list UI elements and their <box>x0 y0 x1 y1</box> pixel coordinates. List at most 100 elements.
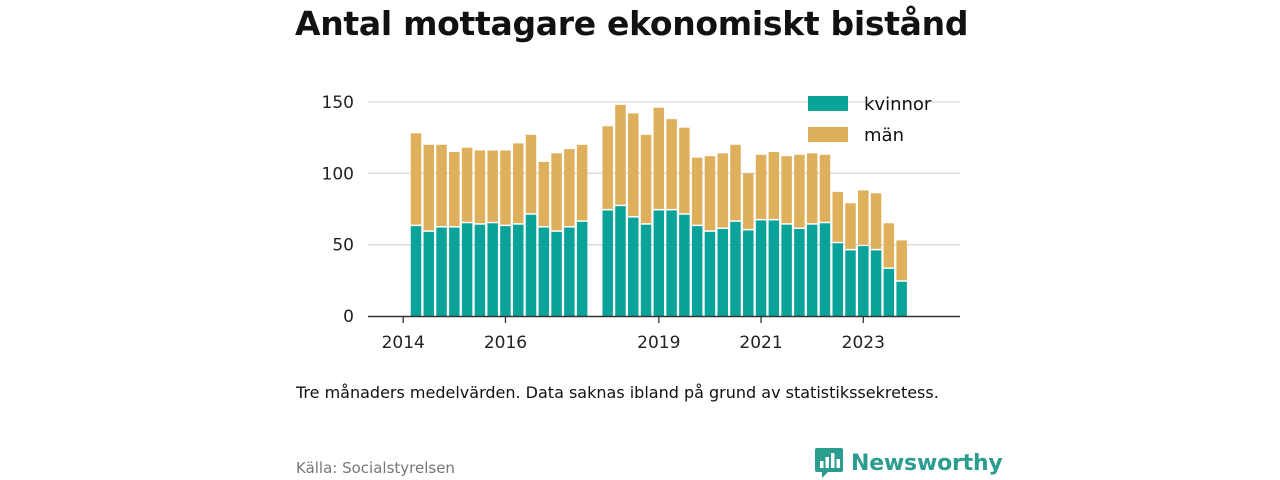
bar-kvinnor <box>717 228 728 316</box>
legend-swatch <box>808 127 848 142</box>
bar-kvinnor <box>615 206 626 316</box>
y-tick-label: 100 <box>322 164 354 184</box>
chart-note: Tre månaders medelvärden. Data saknas ib… <box>296 383 939 402</box>
bar-man <box>755 154 767 219</box>
bar-chart-speech-bubble-icon <box>815 448 843 478</box>
legend-label: kvinnor <box>864 94 932 115</box>
bar-man <box>653 107 665 209</box>
bar-kvinnor <box>845 250 856 316</box>
bar-man <box>449 151 460 227</box>
bar-man <box>858 190 869 245</box>
bar-man <box>512 143 524 224</box>
bar-man <box>410 133 422 225</box>
legend: kvinnor män <box>808 94 932 146</box>
bar-man <box>461 147 473 222</box>
legend-label: män <box>864 125 904 146</box>
x-tick-label: 2016 <box>484 333 527 353</box>
x-tick-label: 2021 <box>739 333 782 353</box>
stacked-bar-chart: 0 50 100 150 2014 2016 2019 2021 2023 kvinnor mä… <box>322 93 960 353</box>
bar-kvinnor <box>653 210 665 316</box>
bars <box>410 104 907 316</box>
y-tick-label: 0 <box>343 307 354 327</box>
bar-man <box>474 150 486 224</box>
bar-man <box>628 113 639 217</box>
bar-kvinnor <box>487 223 498 316</box>
x-tick-label: 2023 <box>842 333 885 353</box>
bar-kvinnor <box>858 246 869 316</box>
bar-kvinnor <box>755 220 767 316</box>
bar-man <box>538 161 550 227</box>
bar-kvinnor <box>870 250 882 316</box>
bar-kvinnor <box>806 224 818 316</box>
bar-kvinnor <box>883 268 895 316</box>
bar-kvinnor <box>551 231 562 316</box>
bar-man <box>704 156 716 231</box>
bar-man <box>666 119 677 209</box>
bar-man <box>551 153 562 231</box>
bar-man <box>768 151 780 219</box>
bar-kvinnor <box>743 230 754 316</box>
bar-man <box>487 150 498 222</box>
bar-kvinnor <box>525 214 537 316</box>
brand-logo[interactable]: Newsworthy <box>814 446 1003 480</box>
bar-kvinnor <box>730 221 741 316</box>
bar-kvinnor <box>410 226 422 316</box>
bar-kvinnor <box>768 220 780 316</box>
bar-man <box>691 157 703 225</box>
bar-kvinnor <box>640 224 652 316</box>
y-tick-label: 50 <box>332 236 354 256</box>
bar-kvinnor <box>436 227 447 316</box>
bar-man <box>640 134 652 224</box>
bar-man <box>819 154 831 222</box>
bar-kvinnor <box>474 224 486 316</box>
bar-kvinnor <box>538 227 550 316</box>
bar-man <box>423 144 435 231</box>
bar-man <box>525 134 537 214</box>
bar-kvinnor <box>500 226 511 316</box>
bar-man <box>436 144 447 227</box>
x-axis: 2014 2016 2019 2021 2023 <box>368 315 960 353</box>
bar-man <box>602 126 613 209</box>
bar-kvinnor <box>461 223 473 316</box>
x-tick-label: 2019 <box>637 333 680 353</box>
bar-man <box>730 144 741 221</box>
y-axis-ticks: 0 50 100 150 <box>322 93 354 327</box>
bar-man <box>845 203 856 249</box>
bar-kvinnor <box>896 281 907 316</box>
bar-kvinnor <box>628 217 639 316</box>
bar-kvinnor <box>691 226 703 316</box>
bar-kvinnor <box>679 214 690 316</box>
source-text: Källa: Socialstyrelsen <box>296 459 455 477</box>
bar-kvinnor <box>576 221 588 316</box>
bar-man <box>717 153 728 228</box>
bar-man <box>576 144 588 221</box>
bar-man <box>883 223 895 268</box>
bar-man <box>896 240 907 281</box>
bar-kvinnor <box>564 227 575 316</box>
bar-man <box>615 104 626 205</box>
brand-name: Newsworthy <box>851 450 1003 476</box>
bar-kvinnor <box>602 210 613 316</box>
bar-man <box>679 127 690 214</box>
bar-kvinnor <box>781 224 792 316</box>
bar-kvinnor <box>449 227 460 316</box>
y-tick-label: 150 <box>322 93 354 113</box>
bar-man <box>500 150 511 225</box>
bar-man <box>564 149 575 227</box>
bar-kvinnor <box>512 224 524 316</box>
bar-kvinnor <box>794 228 805 316</box>
bar-kvinnor <box>832 243 843 316</box>
x-tick-label: 2014 <box>382 333 425 353</box>
bar-kvinnor <box>423 231 435 316</box>
bar-man <box>781 156 792 224</box>
bar-kvinnor <box>666 210 677 316</box>
bar-man <box>806 153 818 224</box>
chart-title: Antal mottagare ekonomiskt bistånd <box>295 4 969 43</box>
bar-man <box>794 154 805 228</box>
bar-man <box>743 173 754 229</box>
bar-man <box>832 191 843 242</box>
bar-kvinnor <box>819 223 831 316</box>
bar-kvinnor <box>704 231 716 316</box>
bar-man <box>870 193 882 249</box>
legend-swatch <box>808 96 848 111</box>
